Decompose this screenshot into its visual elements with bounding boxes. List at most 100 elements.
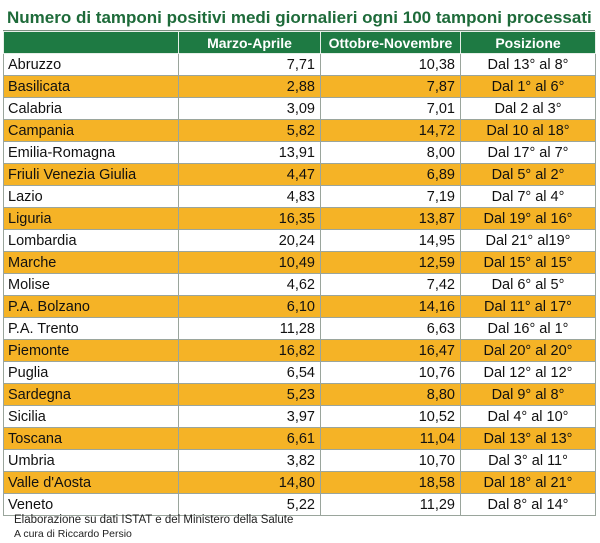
region-cell: Emilia-Romagna [3,141,179,164]
region-cell: P.A. Trento [3,317,179,340]
region-cell: Liguria [3,207,179,230]
header-row: Marzo-Aprile Ottobre-Novembre Posizione [3,31,596,54]
ottobre-novembre-cell: 12,59 [320,251,461,274]
footnote: Elaborazione su dati ISTAT e del Ministe… [14,514,294,526]
region-cell: Sicilia [3,405,179,428]
region-cell: Friuli Venezia Giulia [3,163,179,186]
table-row: Sicilia 3,97 10,52 Dal 4° al 10° [3,405,596,428]
marzo-aprile-cell: 3,97 [178,405,321,428]
table-body: Abruzzo 7,71 10,38 Dal 13° al 8° Basilicata 2… [3,53,596,516]
marzo-aprile-cell: 3,82 [178,449,321,472]
marzo-aprile-cell: 4,83 [178,185,321,208]
table-row: Piemonte 16,82 16,47 Dal 20° al 20° [3,339,596,362]
ottobre-novembre-cell: 7,42 [320,273,461,296]
region-cell: Marche [3,251,179,274]
ottobre-novembre-cell: 13,87 [320,207,461,230]
ottobre-novembre-cell: 10,76 [320,361,461,384]
region-cell: Lombardia [3,229,179,252]
ottobre-novembre-cell: 7,87 [320,75,461,98]
ottobre-novembre-cell: 11,29 [320,493,461,516]
ottobre-novembre-cell: 14,72 [320,119,461,142]
posizione-cell: Dal 5° al 2° [460,163,596,186]
posizione-cell: Dal 2 al 3° [460,97,596,120]
table-row: Veneto 5,22 11,29 Dal 8° al 14° [3,493,596,516]
region-cell: Basilicata [3,75,179,98]
region-cell: Abruzzo [3,53,179,76]
posizione-cell: Dal 18° al 21° [460,471,596,494]
table-row: Puglia 6,54 10,76 Dal 12° al 12° [3,361,596,384]
region-cell: Piemonte [3,339,179,362]
region-cell: Umbria [3,449,179,472]
posizione-cell: Dal 19° al 16° [460,207,596,230]
header-region [3,31,179,54]
table-row: Marche 10,49 12,59 Dal 15° al 15° [3,251,596,274]
marzo-aprile-cell: 6,10 [178,295,321,318]
header-marzo-aprile: Marzo-Aprile [178,31,321,54]
region-cell: Valle d'Aosta [3,471,179,494]
posizione-cell: Dal 13° al 8° [460,53,596,76]
marzo-aprile-cell: 11,28 [178,317,321,340]
ottobre-novembre-cell: 14,16 [320,295,461,318]
table-row: Liguria 16,35 13,87 Dal 19° al 16° [3,207,596,230]
posizione-cell: Dal 11° al 17° [460,295,596,318]
table-row: Lazio 4,83 7,19 Dal 7° al 4° [3,185,596,208]
posizione-cell: Dal 4° al 10° [460,405,596,428]
posizione-cell: Dal 20° al 20° [460,339,596,362]
table-row: Molise 4,62 7,42 Dal 6° al 5° [3,273,596,296]
table-row: Abruzzo 7,71 10,38 Dal 13° al 8° [3,53,596,76]
data-table: Marzo-Aprile Ottobre-Novembre Posizione … [3,31,596,516]
posizione-cell: Dal 3° al 11° [460,449,596,472]
posizione-cell: Dal 12° al 12° [460,361,596,384]
region-cell: P.A. Bolzano [3,295,179,318]
table-row: Campania 5,82 14,72 Dal 10 al 18° [3,119,596,142]
region-cell: Molise [3,273,179,296]
ottobre-novembre-cell: 7,19 [320,185,461,208]
ottobre-novembre-cell: 6,63 [320,317,461,340]
marzo-aprile-cell: 6,61 [178,427,321,450]
ottobre-novembre-cell: 11,04 [320,427,461,450]
table-row: Emilia-Romagna 13,91 8,00 Dal 17° al 7° [3,141,596,164]
ottobre-novembre-cell: 8,80 [320,383,461,406]
posizione-cell: Dal 8° al 14° [460,493,596,516]
ottobre-novembre-cell: 18,58 [320,471,461,494]
table-row: Valle d'Aosta 14,80 18,58 Dal 18° al 21° [3,471,596,494]
marzo-aprile-cell: 14,80 [178,471,321,494]
table-title: Numero di tamponi positivi medi giornali… [3,5,595,31]
table-row: Friuli Venezia Giulia 4,47 6,89 Dal 5° al 2… [3,163,596,186]
ottobre-novembre-cell: 7,01 [320,97,461,120]
marzo-aprile-cell: 20,24 [178,229,321,252]
region-cell: Toscana [3,427,179,450]
header-ottobre-novembre: Ottobre-Novembre [320,31,461,54]
credit: A cura di Riccardo Persio [14,528,132,540]
table-row: P.A. Bolzano 6,10 14,16 Dal 11° al 17° [3,295,596,318]
ottobre-novembre-cell: 14,95 [320,229,461,252]
header-posizione: Posizione [460,31,596,54]
table-row: Toscana 6,61 11,04 Dal 13° al 13° [3,427,596,450]
marzo-aprile-cell: 4,62 [178,273,321,296]
marzo-aprile-cell: 13,91 [178,141,321,164]
marzo-aprile-cell: 16,35 [178,207,321,230]
region-cell: Calabria [3,97,179,120]
marzo-aprile-cell: 5,23 [178,383,321,406]
marzo-aprile-cell: 10,49 [178,251,321,274]
ottobre-novembre-cell: 8,00 [320,141,461,164]
region-cell: Campania [3,119,179,142]
table-row: Basilicata 2,88 7,87 Dal 1° al 6° [3,75,596,98]
region-cell: Lazio [3,185,179,208]
table-row: Lombardia 20,24 14,95 Dal 21° al19° [3,229,596,252]
ottobre-novembre-cell: 10,70 [320,449,461,472]
ottobre-novembre-cell: 10,38 [320,53,461,76]
posizione-cell: Dal 15° al 15° [460,251,596,274]
posizione-cell: Dal 9° al 8° [460,383,596,406]
ottobre-novembre-cell: 16,47 [320,339,461,362]
posizione-cell: Dal 1° al 6° [460,75,596,98]
posizione-cell: Dal 13° al 13° [460,427,596,450]
region-cell: Veneto [3,493,179,516]
marzo-aprile-cell: 5,82 [178,119,321,142]
marzo-aprile-cell: 2,88 [178,75,321,98]
posizione-cell: Dal 17° al 7° [460,141,596,164]
posizione-cell: Dal 21° al19° [460,229,596,252]
marzo-aprile-cell: 16,82 [178,339,321,362]
table-row: Sardegna 5,23 8,80 Dal 9° al 8° [3,383,596,406]
posizione-cell: Dal 10 al 18° [460,119,596,142]
